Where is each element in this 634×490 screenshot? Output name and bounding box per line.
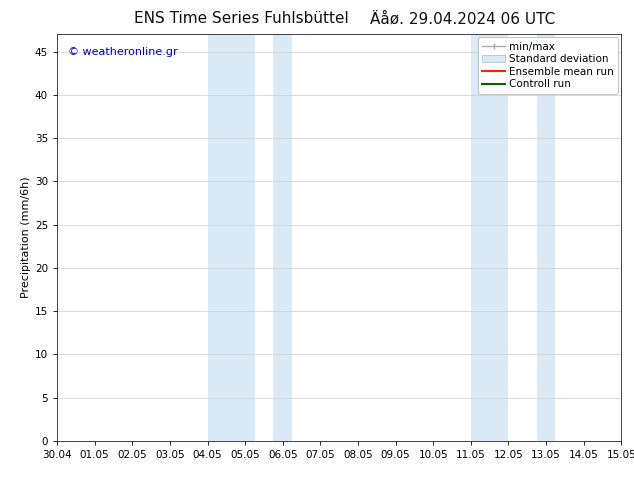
Y-axis label: Precipitation (mm/6h): Precipitation (mm/6h) — [21, 177, 30, 298]
Bar — [471, 34, 508, 441]
Bar — [273, 34, 292, 441]
Legend: min/max, Standard deviation, Ensemble mean run, Controll run: min/max, Standard deviation, Ensemble me… — [478, 37, 618, 94]
Text: © weatheronline.gr: © weatheronline.gr — [68, 47, 178, 56]
Text: ENS Time Series Fuhlsbüttel: ENS Time Series Fuhlsbüttel — [134, 11, 348, 26]
Bar — [207, 34, 255, 441]
Bar — [536, 34, 555, 441]
Text: Äåø. 29.04.2024 06 UTC: Äåø. 29.04.2024 06 UTC — [370, 11, 555, 26]
